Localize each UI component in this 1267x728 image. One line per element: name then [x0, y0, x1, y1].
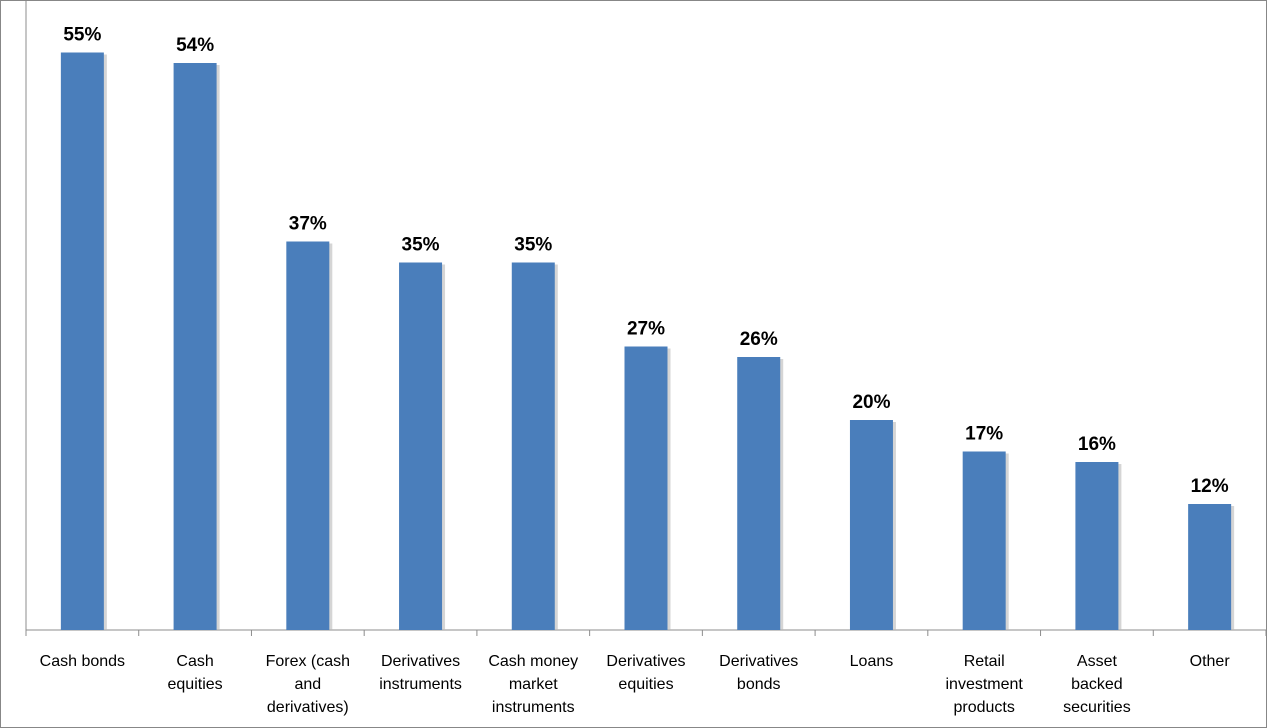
- x-tick-label: Loans: [850, 653, 894, 670]
- x-tick-label: Derivatives equities: [606, 653, 685, 693]
- x-tick-label: Derivatives bonds: [719, 653, 798, 693]
- data-label: 12%: [1191, 476, 1229, 497]
- x-tick-label: Cash money market instruments: [488, 653, 578, 716]
- x-tick-label: Cash equities: [168, 653, 223, 693]
- data-label: 55%: [63, 25, 101, 46]
- data-label: 54%: [176, 35, 214, 56]
- x-tick-label: Cash bonds: [40, 653, 125, 670]
- bar: [60, 52, 104, 630]
- data-label: 35%: [402, 235, 440, 256]
- data-label: 26%: [740, 329, 778, 350]
- bar: [286, 241, 330, 630]
- bar: [399, 262, 443, 630]
- x-tick-label: Forex (cash and derivatives): [266, 653, 350, 716]
- x-tick-label: Retail investment products: [945, 653, 1023, 716]
- data-label: 35%: [514, 235, 552, 256]
- data-label: 16%: [1078, 434, 1116, 455]
- data-label: 27%: [627, 319, 665, 340]
- bar: [1075, 462, 1119, 630]
- data-label: 20%: [852, 392, 890, 413]
- bar: [962, 451, 1006, 630]
- bar: [849, 420, 893, 630]
- bar: [737, 357, 781, 630]
- data-label: 37%: [289, 214, 327, 235]
- bar: [173, 63, 217, 630]
- x-tick-label: Other: [1190, 653, 1231, 670]
- data-label: 17%: [965, 424, 1003, 445]
- bar: [1188, 504, 1232, 630]
- x-tick-label: Asset backed securities: [1063, 653, 1131, 716]
- bar: [624, 346, 668, 630]
- x-tick-label: Derivatives instruments: [379, 653, 462, 693]
- bar: [511, 262, 555, 630]
